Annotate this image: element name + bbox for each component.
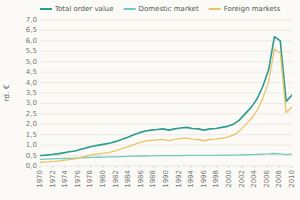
y-tick-label: 3,0 bbox=[26, 99, 37, 107]
y-tick-label: 2,5 bbox=[26, 110, 37, 118]
y-tick-label: 6,5 bbox=[26, 26, 37, 34]
x-tick-label: 1998 bbox=[212, 170, 220, 188]
x-tick bbox=[90, 166, 91, 168]
y-tick-label: 3,5 bbox=[26, 89, 37, 97]
x-tick-label: 1990 bbox=[162, 170, 170, 188]
x-tick bbox=[191, 166, 192, 168]
x-tick bbox=[128, 166, 129, 168]
series-line bbox=[40, 49, 292, 162]
chart: 0,0 0,5 1,0 1,5 2,0 2,5 3,0 3,5 4,0 4,5 5,0 5,5 6,0 6… bbox=[0, 0, 300, 200]
legend-swatch bbox=[40, 8, 52, 10]
legend-swatch bbox=[209, 8, 221, 10]
x-tick-label: 1986 bbox=[137, 169, 145, 187]
grid-line bbox=[40, 20, 292, 21]
x-tick-label: 1970 bbox=[36, 170, 44, 188]
x-tick-label: 2008 bbox=[275, 170, 283, 188]
series-line bbox=[40, 37, 292, 156]
y-tick-label: 5,5 bbox=[26, 47, 37, 55]
x-tick-label: 2002 bbox=[238, 170, 246, 188]
grid-line bbox=[40, 72, 292, 73]
x-tick bbox=[292, 166, 293, 168]
legend-swatch bbox=[124, 8, 136, 10]
legend-label: Domestic market bbox=[139, 5, 199, 13]
x-tick-label: 1996 bbox=[200, 169, 208, 187]
x-tick-label: 1974 bbox=[61, 169, 69, 187]
x-tick-label: 1980 bbox=[99, 170, 107, 188]
x-tick-label: 1992 bbox=[175, 170, 183, 188]
x-tick bbox=[266, 166, 267, 168]
grid-line bbox=[40, 124, 292, 125]
grid-line bbox=[40, 30, 292, 31]
y-tick-label: 4,5 bbox=[26, 68, 37, 76]
legend-label: Total order value bbox=[54, 5, 114, 13]
y-tick-label: 6,0 bbox=[26, 37, 37, 45]
x-tick bbox=[229, 166, 230, 168]
x-tick-label: 1988 bbox=[149, 170, 157, 188]
y-tick-label: 5,0 bbox=[26, 58, 37, 66]
grid-line bbox=[40, 51, 292, 52]
y-tick-label: 1,0 bbox=[26, 141, 37, 149]
x-tick bbox=[254, 166, 255, 168]
x-tick bbox=[103, 166, 104, 168]
x-tick bbox=[52, 166, 53, 168]
x-tick bbox=[216, 166, 217, 168]
x-tick-label: 2010 bbox=[288, 170, 296, 188]
y-axis-label: rd. € bbox=[2, 84, 11, 101]
y-tick-label: 7,0 bbox=[26, 16, 37, 24]
x-tick-label: 1984 bbox=[124, 169, 132, 187]
x-tick bbox=[153, 166, 154, 168]
x-tick-label: 1982 bbox=[112, 170, 120, 188]
x-axis: 1970 1972 1974 1976 1978 1980 1982 1984 1986 1988… bbox=[36, 166, 296, 188]
grid-line bbox=[40, 61, 292, 62]
legend: Total order value Domestic market Foreign … bbox=[40, 5, 281, 13]
y-tick-label: 1,5 bbox=[26, 131, 37, 139]
x-tick bbox=[77, 166, 78, 168]
x-tick-label: 1978 bbox=[86, 170, 94, 188]
grid bbox=[40, 20, 292, 166]
x-tick-label: 1972 bbox=[49, 170, 57, 188]
x-tick bbox=[115, 166, 116, 168]
y-tick-label: 2,0 bbox=[26, 120, 37, 128]
x-tick bbox=[203, 166, 204, 168]
y-axis: 0,0 0,5 1,0 1,5 2,0 2,5 3,0 3,5 4,0 4,5 5,0 5,5 6,0 6… bbox=[26, 16, 37, 170]
x-tick-label: 1994 bbox=[187, 169, 195, 187]
x-tick bbox=[241, 166, 242, 168]
grid-line bbox=[40, 134, 292, 135]
y-tick-label: 0,0 bbox=[26, 162, 37, 170]
x-tick bbox=[166, 166, 167, 168]
x-tick bbox=[178, 166, 179, 168]
legend-label: Foreign markets bbox=[224, 5, 281, 13]
x-tick-label: 2000 bbox=[225, 170, 233, 188]
x-tick bbox=[140, 166, 141, 168]
x-tick bbox=[40, 166, 41, 168]
x-tick bbox=[279, 166, 280, 168]
grid-line bbox=[40, 145, 292, 146]
x-tick bbox=[65, 166, 66, 168]
grid-line bbox=[40, 40, 292, 41]
x-tick-label: 1976 bbox=[74, 169, 82, 187]
y-tick-label: 4,0 bbox=[26, 79, 37, 87]
grid-line bbox=[40, 93, 292, 94]
x-tick-label: 2004 bbox=[250, 169, 258, 187]
plot-area bbox=[40, 37, 292, 163]
x-tick-label: 2006 bbox=[263, 169, 271, 187]
grid-line bbox=[40, 82, 292, 83]
y-tick-label: 0,5 bbox=[26, 152, 37, 160]
